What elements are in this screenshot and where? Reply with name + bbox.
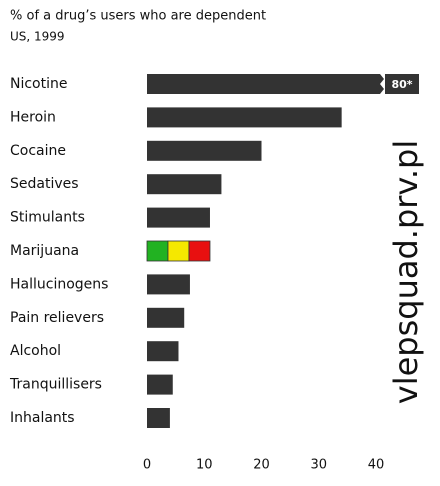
y-tick-label: Tranquillisers xyxy=(9,377,102,393)
bar xyxy=(147,74,384,94)
x-tick-label: 30 xyxy=(310,458,327,473)
bar xyxy=(147,140,262,161)
y-tick-label: Hallucinogens xyxy=(10,276,108,292)
x-tick-label: 0 xyxy=(143,458,151,473)
x-tick-label: 10 xyxy=(196,458,213,473)
bar xyxy=(147,374,173,395)
y-tick-label: Alcohol xyxy=(10,343,61,359)
chart-subtitle: US, 1999 xyxy=(10,30,65,44)
x-tick-label: 20 xyxy=(253,458,270,473)
y-tick-label: Inhalants xyxy=(10,410,75,426)
watermark: vlepsquad.prv.pl xyxy=(387,140,425,404)
y-tick-label: Cocaine xyxy=(10,143,66,159)
x-tick-label: 40 xyxy=(368,458,385,473)
bar xyxy=(147,107,342,128)
bar xyxy=(146,240,211,262)
y-tick-label: Marijuana xyxy=(10,243,79,259)
bar-segment xyxy=(188,240,211,262)
bar xyxy=(147,341,179,362)
value-label: 80* xyxy=(391,78,412,91)
y-tick-label: Sedatives xyxy=(10,176,79,192)
y-tick-label: Heroin xyxy=(10,109,56,125)
bar-segment xyxy=(146,240,169,262)
y-tick-label: Stimulants xyxy=(10,210,85,226)
y-tick-label: Nicotine xyxy=(10,76,68,92)
chart-title: % of a drug’s users who are dependent xyxy=(10,9,266,24)
value-label-bg xyxy=(385,74,419,94)
bar xyxy=(147,174,222,195)
y-tick-label: Pain relievers xyxy=(10,310,104,326)
bar xyxy=(147,207,210,228)
bar-segment xyxy=(167,240,190,262)
bar xyxy=(147,408,170,428)
bar xyxy=(147,307,185,328)
bar xyxy=(147,274,190,295)
